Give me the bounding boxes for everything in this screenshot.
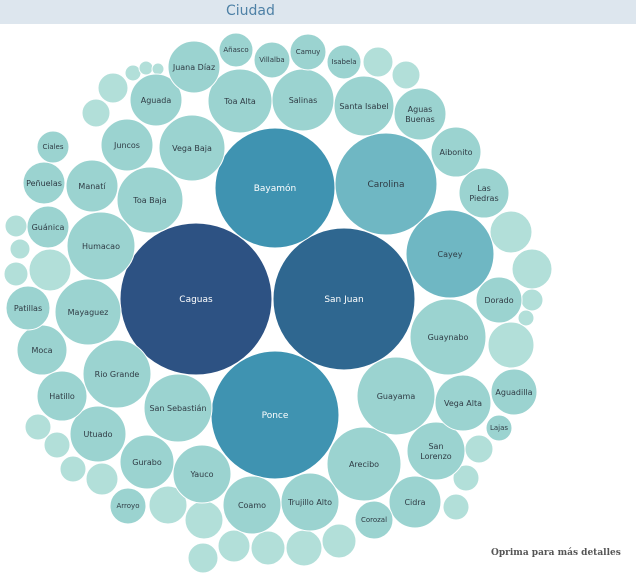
bubble-lajas[interactable] <box>485 414 513 442</box>
bubble-san-juan[interactable] <box>272 227 416 371</box>
bubble-unlabeled[interactable] <box>81 98 111 128</box>
bubble-unlabeled[interactable] <box>517 309 535 327</box>
bubble-unlabeled[interactable] <box>148 485 188 525</box>
bubble-juana-diaz[interactable] <box>167 40 221 94</box>
bubble-anasco[interactable] <box>218 32 254 68</box>
bubble-unlabeled[interactable] <box>285 529 323 567</box>
bubble-mayaguez[interactable] <box>54 278 122 346</box>
bubble-isabela[interactable] <box>326 44 362 80</box>
bubble-unlabeled[interactable] <box>442 493 470 521</box>
bubble-unlabeled[interactable] <box>217 529 251 563</box>
bubble-san-sebastian[interactable] <box>143 373 213 443</box>
bubble-trujillo-alto[interactable] <box>280 472 340 532</box>
bubble-unlabeled[interactable] <box>9 238 31 260</box>
bubble-guayama[interactable] <box>356 356 436 436</box>
bubble-unlabeled[interactable] <box>520 288 544 312</box>
bubble-unlabeled[interactable] <box>43 431 71 459</box>
bubble-unlabeled[interactable] <box>321 523 357 559</box>
bubble-cayey[interactable] <box>405 209 495 299</box>
bubble-unlabeled[interactable] <box>187 542 219 574</box>
bubble-unlabeled[interactable] <box>362 46 394 78</box>
bubble-caguas[interactable] <box>119 222 273 376</box>
bubble-unlabeled[interactable] <box>487 321 535 369</box>
bubble-humacao[interactable] <box>66 211 136 281</box>
bubble-arroyo[interactable] <box>109 487 147 525</box>
details-hint: Oprima para más detalles <box>491 548 621 558</box>
bubble-hatillo[interactable] <box>36 370 88 422</box>
bubble-guaynabo[interactable] <box>409 298 487 376</box>
bubble-unlabeled[interactable] <box>24 413 52 441</box>
bubble-unlabeled[interactable] <box>464 434 494 464</box>
chart-header: Ciudad <box>0 0 636 24</box>
bubble-unlabeled[interactable] <box>250 530 286 566</box>
bubble-aguas-buenas[interactable] <box>393 87 447 141</box>
bubble-camuy[interactable] <box>289 33 327 71</box>
bubble-vega-baja[interactable] <box>158 114 226 182</box>
bubble-ponce[interactable] <box>210 350 340 480</box>
bubble-unlabeled[interactable] <box>391 60 421 90</box>
bubble-manati[interactable] <box>65 159 119 213</box>
bubble-aguada[interactable] <box>129 73 183 127</box>
bubble-unlabeled[interactable] <box>4 214 28 238</box>
bubble-bayamon[interactable] <box>214 127 336 249</box>
bubble-las-piedras[interactable] <box>458 167 510 219</box>
bubble-coamo[interactable] <box>222 475 282 535</box>
bubble-cidra[interactable] <box>388 475 442 529</box>
bubble-penuelas[interactable] <box>22 161 66 205</box>
bubble-arecibo[interactable] <box>326 426 402 502</box>
bubble-toa-baja[interactable] <box>116 166 184 234</box>
bubble-aguadilla[interactable] <box>490 368 538 416</box>
bubble-ciales[interactable] <box>36 130 70 164</box>
bubble-carolina[interactable] <box>334 132 438 236</box>
bubble-juncos[interactable] <box>100 118 154 172</box>
bubble-aibonito[interactable] <box>430 126 482 178</box>
bubble-unlabeled[interactable] <box>151 62 165 76</box>
bubble-unlabeled[interactable] <box>138 60 154 76</box>
chart-title: Ciudad <box>226 3 275 19</box>
bubble-moca[interactable] <box>16 324 68 376</box>
bubble-salinas[interactable] <box>271 68 335 132</box>
bubble-vega-alta[interactable] <box>434 374 492 432</box>
bubble-yauco[interactable] <box>172 444 232 504</box>
bubble-patillas[interactable] <box>5 285 51 331</box>
bubble-santa-isabel[interactable] <box>333 75 395 137</box>
bubble-rio-grande[interactable] <box>82 339 152 409</box>
bubble-unlabeled[interactable] <box>28 248 72 292</box>
bubble-corozal[interactable] <box>354 500 394 540</box>
bubble-unlabeled[interactable] <box>489 210 533 254</box>
bubble-utuado[interactable] <box>69 405 127 463</box>
bubble-dorado[interactable] <box>475 276 523 324</box>
bubble-unlabeled[interactable] <box>452 464 480 492</box>
bubble-san-lorenzo[interactable] <box>406 421 466 481</box>
bubble-unlabeled[interactable] <box>184 500 224 540</box>
bubble-villalba[interactable] <box>253 41 291 79</box>
bubble-unlabeled[interactable] <box>3 261 29 287</box>
bubble-unlabeled[interactable] <box>59 455 87 483</box>
bubble-unlabeled[interactable] <box>85 462 119 496</box>
bubble-unlabeled[interactable] <box>511 248 553 290</box>
bubble-gurabo[interactable] <box>119 434 175 490</box>
bubble-guanica[interactable] <box>26 205 70 249</box>
bubble-unlabeled[interactable] <box>97 72 129 104</box>
